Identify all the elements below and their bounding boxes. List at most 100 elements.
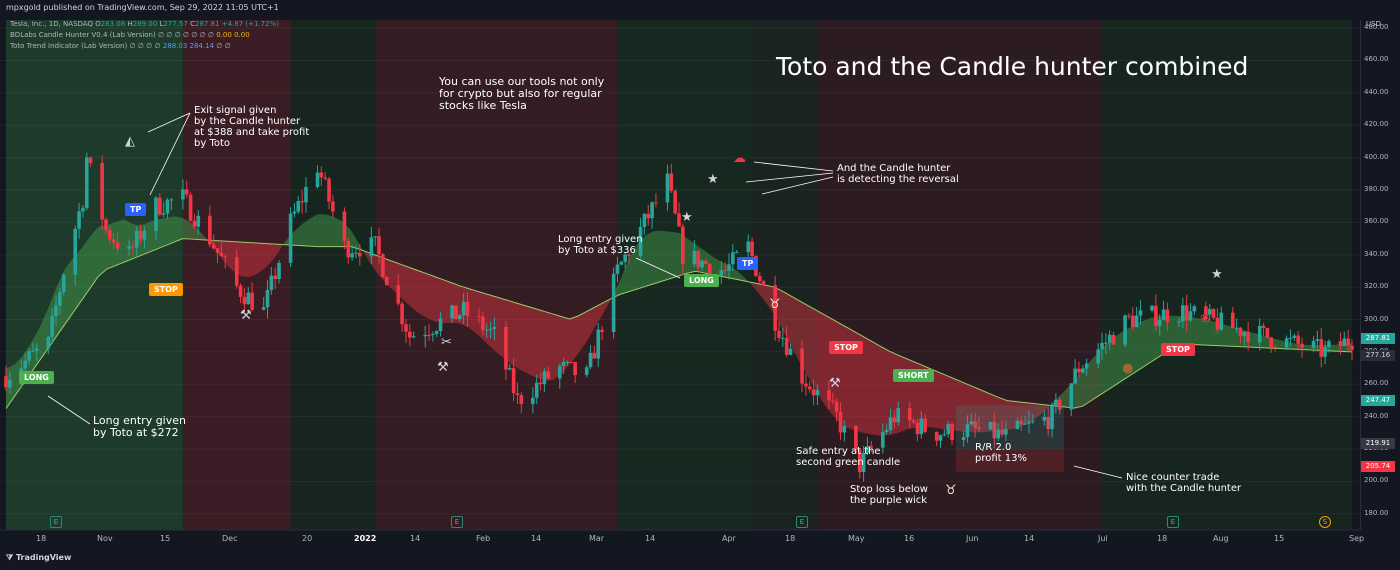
candle-body	[977, 427, 981, 430]
indicator-legend-candle-hunter[interactable]: BDLabs Candle Hunter V0.4 (Lab Version) …	[10, 31, 250, 39]
candle-body	[1104, 342, 1108, 344]
signal-long-2[interactable]: LONG	[684, 274, 719, 287]
candle-body	[1219, 312, 1224, 330]
time-tick-label: Jun	[966, 534, 979, 543]
candle-body	[238, 285, 243, 297]
symbol-legend[interactable]: Tesla, Inc., 1D, NASDAQ O283.08 H289.00 …	[10, 20, 279, 28]
annotation-long-entry-2: Long entry given by Toto at $336	[558, 234, 643, 256]
candle-body	[81, 208, 85, 212]
trend-band-segment	[216, 240, 225, 263]
candle-body	[61, 274, 66, 293]
annotation-stop-loss: Stop loss below the purple wick	[850, 484, 928, 506]
ohlc-high: H289.00	[127, 20, 158, 28]
candle-body	[1188, 311, 1193, 321]
candle-body	[481, 316, 485, 331]
earnings-marker-icon[interactable]: E	[796, 516, 808, 528]
trend-band-segment	[165, 216, 175, 246]
trend-band-segment	[224, 241, 234, 272]
trend-band-segment	[334, 217, 343, 247]
candle-body	[1261, 325, 1266, 328]
trend-band-segment	[199, 230, 208, 241]
candle-body	[665, 173, 670, 203]
candle-body	[1288, 337, 1293, 339]
price-tick-label: 180.00	[1364, 508, 1389, 517]
earnings-marker-icon[interactable]: E	[451, 516, 463, 528]
trend-band-segment	[300, 219, 309, 247]
candle-body	[1211, 309, 1216, 318]
trend-band-segment	[435, 276, 444, 324]
signal-stop-1[interactable]: STOP	[829, 341, 863, 354]
candle-body	[950, 424, 954, 440]
signal-stop-2[interactable]: STOP	[1161, 343, 1195, 356]
price-axis[interactable]	[1360, 20, 1400, 530]
dividend-marker-icon[interactable]: S	[1319, 516, 1331, 528]
time-tick-label: 18	[785, 534, 796, 543]
ohlc-change: +4.87 (+1.72%)	[221, 20, 279, 28]
candle-body	[188, 194, 193, 221]
cow-icon: ♉	[769, 297, 781, 312]
candle-body	[1150, 305, 1154, 311]
candle-body	[1130, 315, 1135, 328]
candle-body	[804, 383, 808, 387]
candle-body	[50, 316, 54, 337]
candle-body	[31, 350, 35, 352]
candle-body	[1242, 332, 1247, 337]
price-tick-label: 320.00	[1364, 282, 1389, 291]
trend-band-segment	[586, 307, 595, 342]
candle-body	[1265, 327, 1270, 338]
indicator2-name: Toto Trend Indicator (Lab Version)	[10, 42, 128, 50]
candle-body	[996, 429, 1000, 439]
candle-body	[431, 333, 435, 335]
earnings-marker-icon[interactable]: E	[50, 516, 62, 528]
signal-stop-orange[interactable]: STOP	[149, 283, 183, 296]
signal-tp-2[interactable]: TP	[737, 257, 759, 270]
candle-body	[215, 248, 220, 253]
trend-band-segment	[670, 231, 679, 279]
tradingview-logo[interactable]: ⧩ TradingView	[6, 553, 71, 563]
time-tick-label: May	[848, 534, 865, 543]
candle-body	[861, 452, 866, 473]
candle-body	[907, 408, 912, 421]
trend-band-segment	[409, 267, 419, 313]
trend-band-segment	[493, 296, 503, 358]
candle-body	[1284, 338, 1289, 348]
candle-body	[184, 189, 189, 195]
candle-body	[369, 237, 374, 257]
hammer-icon: ⚒	[829, 376, 841, 391]
symbol-name: Tesla, Inc., 1D, NASDAQ	[10, 20, 93, 28]
candle-body	[304, 186, 308, 203]
trend-band-segment	[788, 294, 797, 357]
candle-body	[1338, 341, 1343, 346]
candle-body	[719, 270, 724, 276]
candle-body	[192, 220, 197, 227]
trend-band-segment	[191, 222, 200, 240]
signal-short[interactable]: SHORT	[893, 369, 934, 382]
price-tick-label: 240.00	[1364, 411, 1389, 420]
signal-long-1[interactable]: LONG	[19, 371, 54, 384]
trend-band-segment	[1276, 339, 1285, 349]
indicator-legend-toto[interactable]: Toto Trend Indicator (Lab Version) ∅ ∅ ∅…	[10, 42, 231, 50]
trend-band-segment	[931, 369, 940, 429]
signal-tp-1[interactable]: TP	[125, 203, 147, 216]
candle-body	[504, 326, 508, 370]
trend-band-segment	[1082, 360, 1092, 407]
candle-body	[1207, 309, 1212, 315]
trend-band-segment	[90, 226, 99, 289]
trend-band-segment	[182, 217, 192, 240]
candle-body	[761, 281, 766, 286]
candle-body	[938, 435, 943, 441]
trend-band-segment	[174, 216, 183, 243]
earnings-marker-icon[interactable]: E	[1167, 516, 1179, 528]
candle-body	[465, 301, 470, 316]
candle-body	[831, 400, 835, 402]
trend-band-segment	[1032, 403, 1041, 421]
candle-body	[746, 241, 751, 252]
trend-band-segment	[855, 332, 865, 434]
trend-band-segment	[729, 265, 738, 280]
time-tick-label: 15	[160, 534, 171, 543]
trend-band-segment	[241, 242, 250, 277]
trend-band-segment	[527, 306, 536, 378]
candle-body	[1257, 325, 1262, 343]
candle-body	[911, 420, 916, 423]
candle-body	[1042, 416, 1047, 421]
